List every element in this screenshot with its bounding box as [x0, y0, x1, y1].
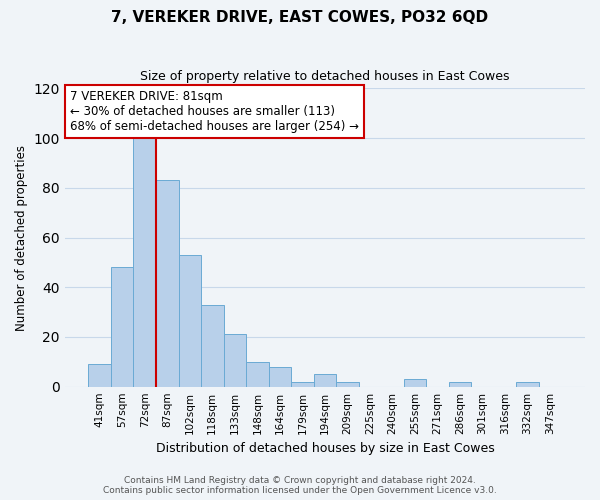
Bar [336, 382, 359, 386]
Bar [224, 334, 246, 386]
Bar [449, 382, 471, 386]
Bar [269, 367, 291, 386]
Bar [111, 268, 133, 386]
Bar [517, 382, 539, 386]
Bar [156, 180, 179, 386]
Bar [201, 304, 224, 386]
X-axis label: Distribution of detached houses by size in East Cowes: Distribution of detached houses by size … [155, 442, 494, 455]
Bar [314, 374, 336, 386]
Bar [88, 364, 111, 386]
Text: Contains HM Land Registry data © Crown copyright and database right 2024.
Contai: Contains HM Land Registry data © Crown c… [103, 476, 497, 495]
Bar [404, 379, 426, 386]
Bar [133, 138, 156, 386]
Bar [246, 362, 269, 386]
Y-axis label: Number of detached properties: Number of detached properties [15, 144, 28, 330]
Text: 7, VEREKER DRIVE, EAST COWES, PO32 6QD: 7, VEREKER DRIVE, EAST COWES, PO32 6QD [112, 10, 488, 25]
Bar [291, 382, 314, 386]
Bar [179, 255, 201, 386]
Text: 7 VEREKER DRIVE: 81sqm
← 30% of detached houses are smaller (113)
68% of semi-de: 7 VEREKER DRIVE: 81sqm ← 30% of detached… [70, 90, 359, 133]
Title: Size of property relative to detached houses in East Cowes: Size of property relative to detached ho… [140, 70, 509, 83]
